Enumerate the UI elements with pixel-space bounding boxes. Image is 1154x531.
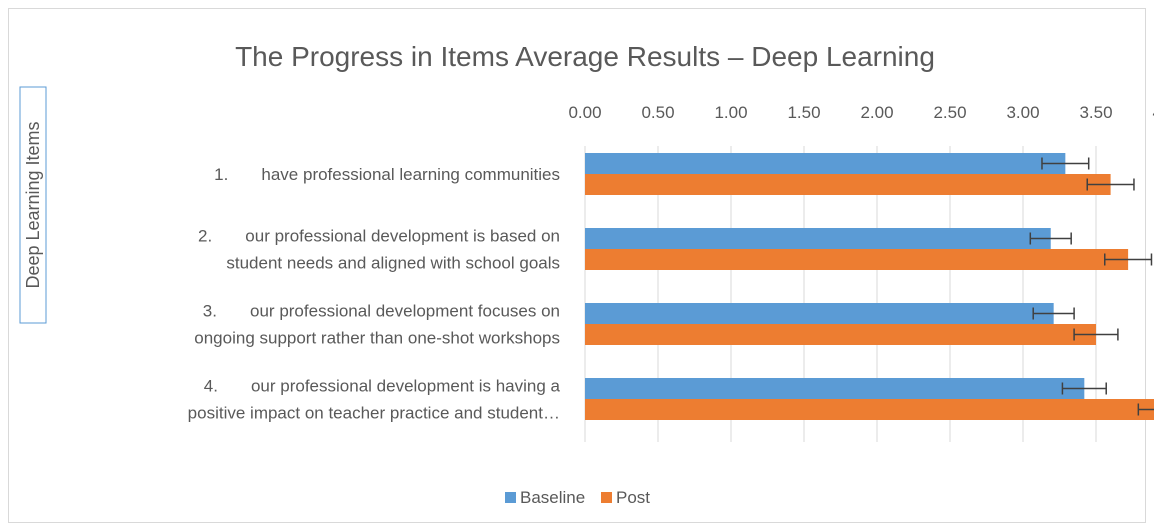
category-label: 2. our professional development is based…	[198, 227, 560, 246]
chart-title: The Progress in Items Average Results – …	[235, 41, 935, 72]
error-bar	[1032, 307, 1075, 320]
error-bar	[1137, 403, 1154, 416]
x-tick-label: 0.50	[641, 103, 674, 122]
error-bar	[1061, 382, 1107, 395]
error-bar	[1041, 157, 1090, 170]
chart-frame	[8, 8, 1146, 523]
bar-baseline	[585, 228, 1051, 249]
bar-baseline	[585, 303, 1054, 324]
bars	[585, 153, 1154, 420]
bar-post	[585, 324, 1096, 345]
legend-swatch-baseline	[505, 492, 516, 503]
error-bar	[1086, 178, 1135, 191]
x-tick-label: 1.00	[714, 103, 747, 122]
error-bar	[1029, 232, 1072, 245]
bar-post	[585, 249, 1129, 270]
x-tick-label: 2.00	[860, 103, 893, 122]
x-tick-label: 1.50	[787, 103, 820, 122]
legend: Baseline Post	[505, 488, 650, 507]
category-label: 1. have professional learning communitie…	[214, 165, 560, 184]
legend-label-post: Post	[616, 488, 650, 507]
bar-baseline	[585, 378, 1085, 399]
x-tick-label: 3.00	[1006, 103, 1039, 122]
x-tick-label: 0.00	[568, 103, 601, 122]
category-label: 4. our professional development is havin…	[204, 377, 561, 396]
x-tick-label: 2.50	[933, 103, 966, 122]
legend-label-baseline: Baseline	[520, 488, 585, 507]
y-axis-label-box: Deep Learning Items	[19, 86, 47, 324]
y-axis-label: Deep Learning Items	[23, 121, 43, 288]
category-label: positive impact on teacher practice and …	[188, 404, 560, 423]
x-tick-label: 3.50	[1079, 103, 1112, 122]
x-axis-tick-labels: 0.000.501.001.502.002.503.003.504.004.50	[568, 103, 1154, 122]
category-label: student needs and aligned with school go…	[226, 254, 560, 273]
error-bar	[1073, 328, 1119, 341]
bar-post	[585, 399, 1154, 420]
x-tick-label: 4.00	[1152, 103, 1154, 122]
bar-baseline	[585, 153, 1066, 174]
legend-swatch-post	[601, 492, 612, 503]
error-bar	[1104, 253, 1153, 266]
category-label: ongoing support rather than one-shot wor…	[194, 329, 560, 348]
category-labels: 1. have professional learning communitie…	[188, 165, 561, 423]
bar-post	[585, 174, 1111, 195]
category-label: 3. our professional development focuses …	[203, 302, 560, 321]
